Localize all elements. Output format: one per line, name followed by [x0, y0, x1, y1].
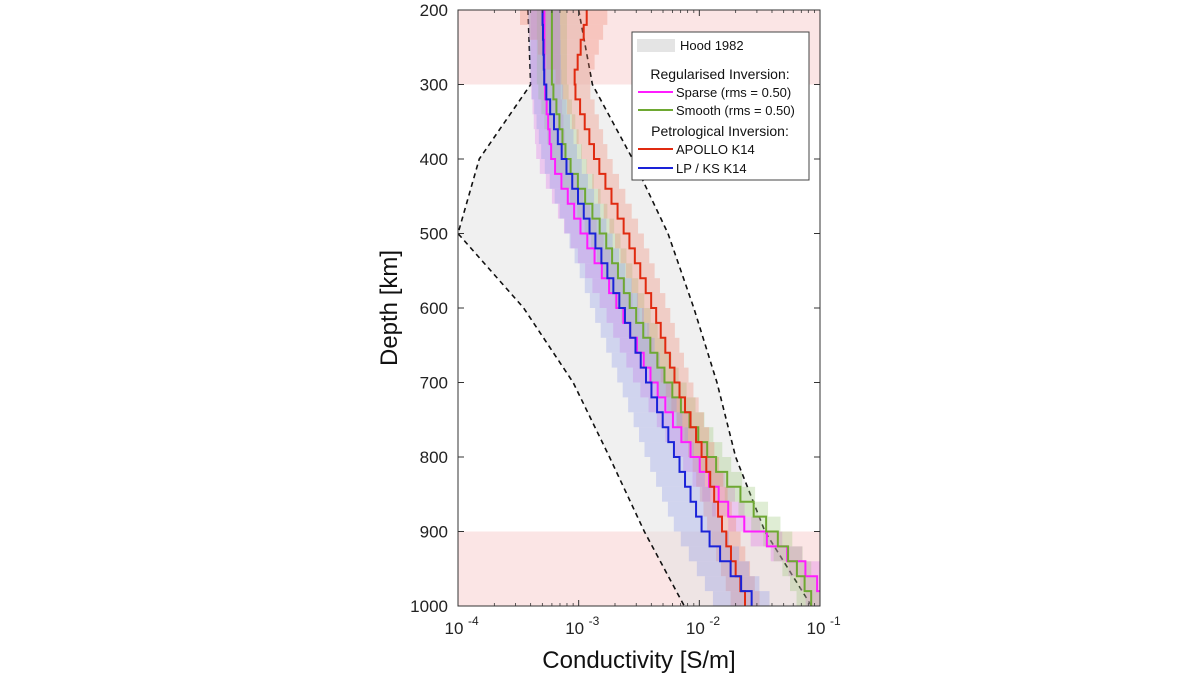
band-lp-ks-k14-460	[559, 203, 601, 219]
x-tick-label--2: 10	[686, 619, 705, 638]
band-lp-ks-k14-400	[544, 159, 582, 174]
x-tick-label--3: 10	[565, 619, 584, 638]
legend-swatch-hood	[637, 39, 675, 52]
band-lp-ks-k14-880	[673, 516, 722, 532]
band-lp-ks-k14-900	[680, 531, 730, 547]
band-lp-ks-k14-420	[549, 173, 588, 189]
band-sparse-rms-0-50-980	[805, 591, 820, 606]
series-line-smooth-rms-0-50	[550, 10, 813, 606]
band-lp-ks-k14-940	[696, 561, 750, 577]
band-sparse-rms-0-50-680	[632, 367, 665, 383]
band-lp-ks-k14-760	[639, 427, 689, 443]
x-tick-label--1: 10	[807, 619, 826, 638]
y-tick-label-1000: 1000	[410, 597, 448, 616]
y-tick-label-200: 200	[420, 1, 448, 20]
legend-box	[631, 31, 810, 181]
band-lp-ks-k14-980	[712, 591, 770, 606]
legend-heading-petrological: Petrological Inversion:	[651, 123, 789, 139]
band-lp-ks-k14-280	[530, 69, 562, 85]
band-lp-ks-k14-580	[589, 293, 639, 308]
y-tick-label-700: 700	[420, 374, 448, 393]
band-lp-ks-k14-380	[541, 144, 577, 159]
band-apollo-k14-260	[546, 54, 595, 70]
series-line-lp-ks-k14	[541, 10, 753, 606]
x-tick-label--4: 10	[445, 619, 464, 638]
band-lp-ks-k14-680	[617, 367, 666, 383]
band-lp-ks-k14-260	[529, 54, 562, 70]
band-lp-ks-k14-800	[650, 457, 700, 472]
hood-1982-lower-bound	[458, 10, 685, 606]
band-lp-ks-k14-960	[704, 576, 760, 592]
band-lp-ks-k14-600	[595, 308, 644, 323]
legend-label-lpks: LP / KS K14	[676, 161, 747, 176]
band-lp-ks-k14-860	[667, 501, 716, 517]
band-lp-ks-k14-920	[688, 546, 740, 562]
legend: Hood 1982 Regularised Inversion: Sparse …	[631, 31, 810, 181]
y-tick-label-800: 800	[420, 448, 448, 467]
y-tick-label-500: 500	[420, 225, 448, 244]
band-lp-ks-k14-720	[628, 397, 677, 413]
legend-label-hood: Hood 1982	[680, 38, 744, 53]
series-line-apollo-k14	[573, 10, 747, 606]
band-apollo-k14-280	[555, 69, 591, 85]
y-tick-label-400: 400	[420, 150, 448, 169]
x-tick-exponent--3: -3	[589, 614, 600, 628]
band-lp-ks-k14-620	[600, 322, 650, 338]
legend-label-sparse: Sparse (rms = 0.50)	[676, 85, 791, 100]
band-lp-ks-k14-480	[564, 218, 607, 234]
legend-label-apollo: APOLLO K14	[676, 142, 755, 157]
band-lp-ks-k14-660	[611, 352, 660, 368]
y-tick-label-900: 900	[420, 523, 448, 542]
x-tick-exponent--2: -2	[709, 614, 720, 628]
x-axis-title: Conductivity [S/m]	[542, 647, 735, 674]
band-lp-ks-k14-740	[633, 412, 683, 428]
y-tick-label-300: 300	[420, 76, 448, 95]
band-smooth-rms-0-50-980	[796, 591, 820, 606]
band-lp-ks-k14-700	[622, 382, 671, 398]
series-lines	[541, 10, 820, 606]
band-lp-ks-k14-840	[661, 486, 711, 502]
y-tick-label-600: 600	[420, 299, 448, 318]
band-sparse-rms-0-50-660	[626, 352, 659, 368]
band-lp-ks-k14-300	[531, 84, 564, 100]
band-lp-ks-k14-520	[574, 248, 619, 264]
legend-label-smooth: Smooth (rms = 0.50)	[676, 103, 795, 118]
band-lp-ks-k14-640	[606, 337, 655, 353]
hood-1982-upper-bound	[577, 10, 813, 606]
band-lp-ks-k14-820	[656, 471, 705, 487]
band-lp-ks-k14-360	[538, 129, 574, 145]
band-apollo-k14-240	[537, 39, 599, 55]
x-tick-exponent--4: -4	[468, 614, 479, 628]
y-axis-title: Depth [km]	[376, 250, 403, 366]
x-tick-exponent--1: -1	[830, 614, 841, 628]
band-lp-ks-k14-440	[554, 188, 595, 204]
band-sparse-rms-0-50-700	[640, 382, 673, 398]
band-lp-ks-k14-780	[644, 442, 694, 457]
legend-heading-regularised: Regularised Inversion:	[650, 66, 789, 82]
band-lp-ks-k14-500	[569, 233, 613, 249]
axis-ticks: 200 300 400 500 600 700 800 900 1000 10 -4 10 -3 10 -2…	[410, 1, 841, 638]
